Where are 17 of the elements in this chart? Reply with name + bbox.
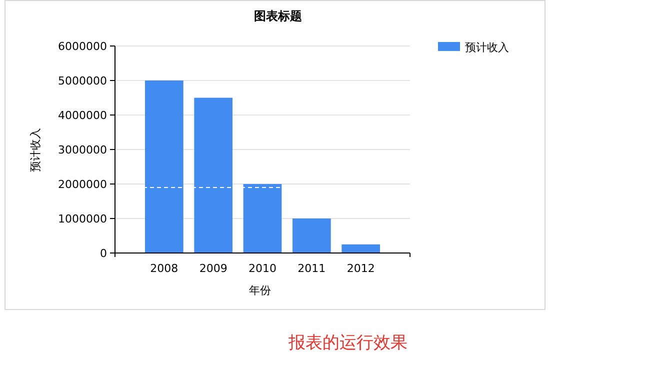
y-axis-title: 预计收入 — [29, 128, 42, 172]
x-tick-label: 2008 — [150, 262, 178, 275]
y-tick-label: 6000000 — [58, 40, 107, 53]
x-tick-label: 2010 — [248, 262, 276, 275]
y-tick-label: 4000000 — [58, 109, 107, 122]
y-tick-label: 5000000 — [58, 74, 107, 88]
y-tick-label: 0 — [100, 247, 107, 260]
y-tick-label: 2000000 — [58, 178, 107, 191]
y-tick-label: 3000000 — [58, 144, 107, 156]
x-tick-label: 2009 — [199, 262, 228, 275]
y-tick-label: 1000000 — [58, 212, 107, 226]
text: 报表的运行效果 — [288, 333, 408, 353]
chart-title: 图表标题 — [254, 9, 302, 23]
x-tick-label: 2012 — [346, 262, 375, 275]
x-tick-label: 2011 — [298, 262, 326, 275]
x-axis-title: 年份 — [249, 284, 271, 297]
legend-label: 预计收入 — [465, 41, 509, 54]
